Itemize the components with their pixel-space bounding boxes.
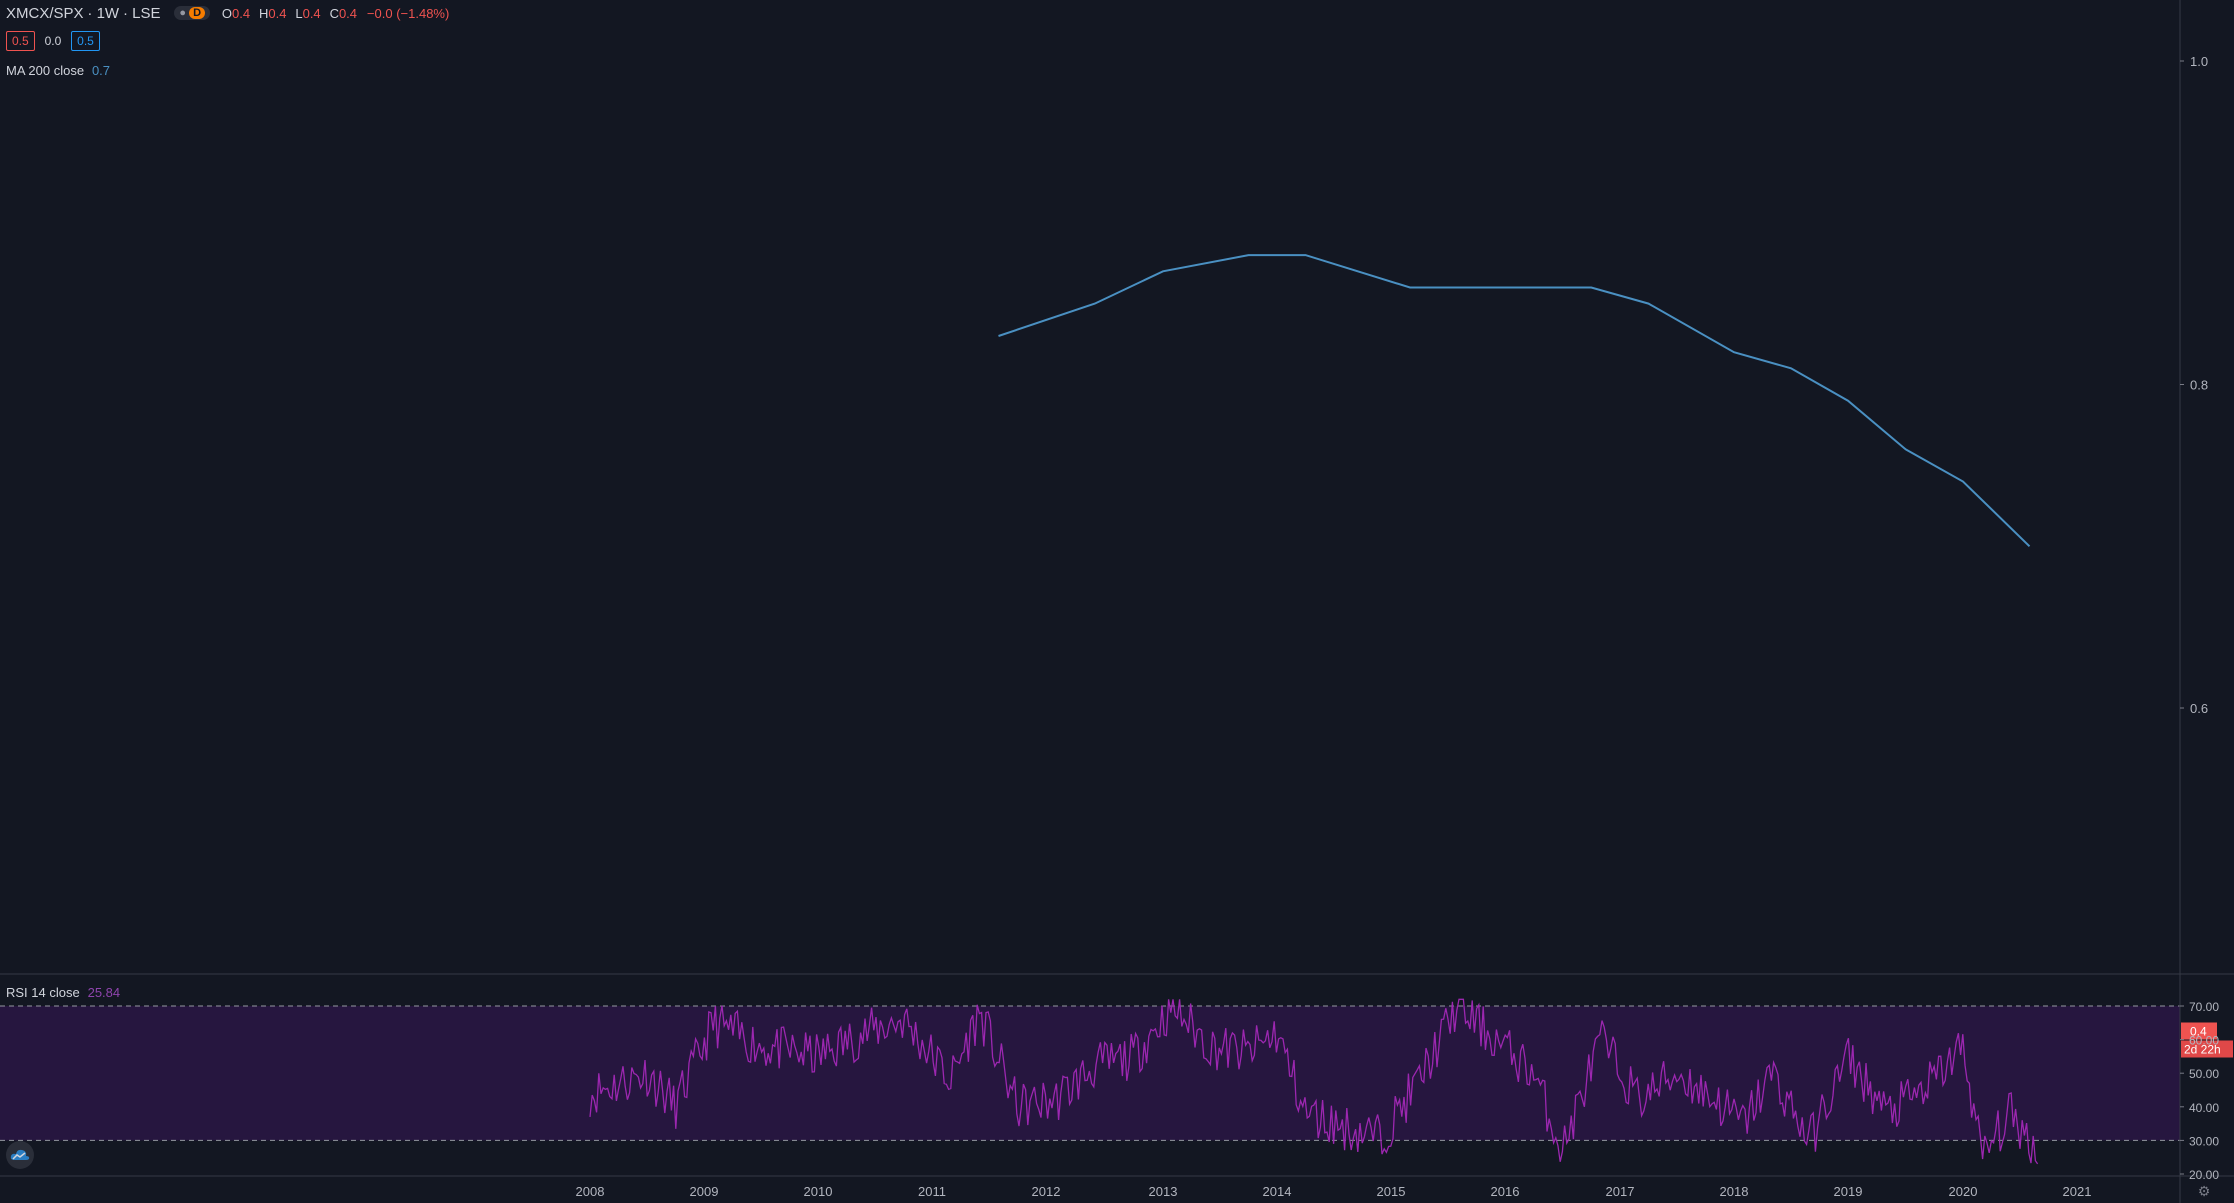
quote-box: 0.5 0.0 0.5 (6, 31, 100, 51)
rsi-legend[interactable]: RSI 14 close 25.84 (6, 983, 120, 1000)
last-price-badge (2181, 1022, 2217, 1040)
close-label: C (329, 5, 339, 21)
sell-button[interactable]: 0.5 (6, 31, 35, 51)
rsi-tick-label: 40.00 (2189, 1101, 2219, 1115)
separator-dot: · (87, 4, 97, 22)
rsi-tick-label: 30.00 (2189, 1134, 2219, 1148)
open-label: O (221, 5, 233, 21)
time-tick-label: 2012 (1032, 1184, 1061, 1199)
low-label: L (295, 5, 303, 21)
time-tick-label: 2008 (576, 1184, 605, 1199)
time-tick-label: 2018 (1720, 1184, 1749, 1199)
time-tick-label: 2011 (918, 1184, 946, 1199)
rsi-tick-label: 50.00 (2189, 1067, 2219, 1081)
time-tick-label: 2013 (1149, 1184, 1178, 1199)
interval-label[interactable]: 1W (96, 4, 120, 22)
cloud-icon (10, 1149, 30, 1160)
rsi-pane (0, 998, 2180, 1165)
time-tick-label: 2016 (1491, 1184, 1520, 1199)
tradingview-logo-button[interactable] (6, 1141, 34, 1169)
symbol-legend: XMCX/SPX · 1W · LSE ● D O0.4 H0.4 L0.4 C0… (6, 4, 449, 22)
countdown-badge (2181, 1040, 2233, 1058)
price-tick-label: 0.6 (2190, 701, 2208, 716)
ma-label: MA 200 close (6, 62, 85, 78)
open-value: 0.4 (232, 5, 251, 21)
low-value: 0.4 (302, 5, 321, 21)
time-tick-label: 2020 (1949, 1184, 1978, 1199)
price-pane (0, 254, 2180, 1032)
market-status-pill[interactable]: ● D (174, 6, 211, 21)
buy-button[interactable]: 0.5 (71, 31, 100, 51)
time-tick-label: 2015 (1377, 1184, 1406, 1199)
delayed-badge: D (189, 7, 206, 20)
price-tick-label: 0.8 (2190, 378, 2208, 393)
eye-icon: ● (179, 7, 187, 20)
ma-value: 0.7 (91, 62, 111, 78)
close-value: 0.4 (338, 5, 358, 21)
high-value: 0.4 (268, 5, 287, 21)
last-price-label: 0.4 (2190, 1025, 2207, 1039)
settings-gear-icon[interactable]: ⚙ (2197, 1183, 2211, 1199)
change-value: −0.0 (−1.48%) (366, 5, 450, 21)
ma-legend[interactable]: MA 200 close 0.7 (6, 61, 110, 78)
rsi-tick-label: 20.00 (2189, 1168, 2219, 1182)
rsi-line (589, 998, 2039, 1165)
spread-value: 0.0 (44, 34, 62, 48)
time-tick-label: 2010 (804, 1184, 833, 1199)
time-tick-label: 2009 (690, 1184, 719, 1199)
rsi-tick-label: 70.00 (2189, 1000, 2219, 1014)
time-tick-label: 2014 (1263, 1184, 1292, 1199)
time-tick-label: 2019 (1834, 1184, 1863, 1199)
exchange-label: LSE (132, 4, 161, 22)
time-tick-label: 2017 (1606, 1184, 1635, 1199)
separator-dot: · (122, 4, 133, 22)
ma200-line (998, 254, 2031, 548)
symbol-name[interactable]: XMCX/SPX (6, 4, 84, 22)
high-label: H (259, 5, 269, 21)
rsi-tick-label: 60.00 (2189, 1034, 2219, 1048)
countdown-label: 2d 22h (2184, 1043, 2221, 1057)
time-tick-label: 2021 (2063, 1184, 2092, 1199)
price-tick-label: 1.0 (2190, 54, 2208, 69)
rsi-label: RSI 14 close (6, 984, 80, 1000)
rsi-value: 25.84 (87, 984, 121, 1000)
